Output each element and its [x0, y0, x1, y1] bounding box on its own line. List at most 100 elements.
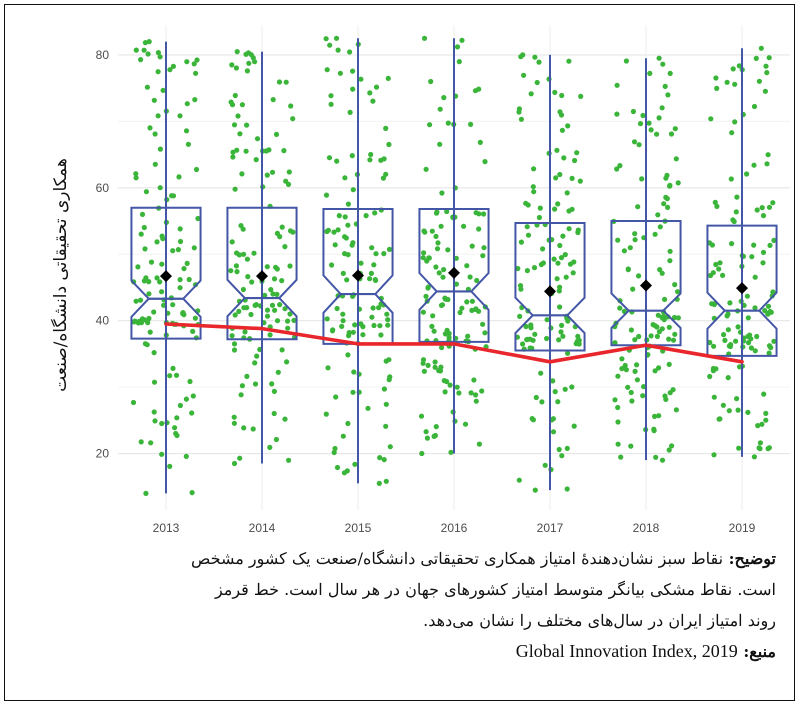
x-tick-label: 2013 — [153, 521, 180, 535]
data-point — [146, 279, 152, 285]
data-point — [190, 393, 196, 399]
data-point — [433, 233, 439, 239]
data-point — [761, 391, 767, 397]
data-point — [757, 440, 764, 446]
data-point — [183, 453, 189, 459]
data-point — [234, 147, 240, 153]
data-point — [707, 272, 714, 279]
data-point — [559, 322, 565, 328]
data-point — [142, 40, 148, 46]
data-point — [707, 339, 713, 346]
data-point — [275, 369, 281, 375]
data-point — [350, 389, 356, 395]
data-point — [709, 301, 715, 307]
data-point — [669, 443, 675, 449]
data-point — [331, 449, 337, 456]
data-point — [550, 429, 557, 435]
data-point — [524, 224, 530, 230]
data-point — [770, 200, 776, 206]
data-point — [654, 324, 660, 330]
data-point — [763, 417, 769, 423]
data-point — [730, 217, 736, 223]
y-tick-label: 80 — [96, 48, 110, 62]
data-point — [636, 333, 642, 340]
data-point — [714, 203, 720, 209]
data-point — [358, 260, 364, 266]
data-point — [617, 305, 623, 311]
data-point — [249, 279, 255, 285]
data-point — [562, 252, 568, 258]
data-point — [745, 409, 751, 415]
data-point — [268, 287, 274, 293]
data-point — [552, 389, 558, 395]
data-point — [242, 329, 248, 335]
data-point — [421, 228, 427, 234]
data-point — [350, 329, 356, 335]
mean-marker — [160, 270, 172, 283]
data-point — [636, 273, 642, 279]
data-point — [170, 302, 176, 308]
data-point — [640, 112, 646, 119]
data-point — [481, 211, 487, 217]
data-point — [476, 441, 482, 447]
data-point — [428, 78, 434, 85]
data-point — [567, 261, 574, 267]
data-point — [628, 443, 634, 449]
data-point — [167, 373, 173, 379]
data-point — [138, 439, 144, 445]
data-point — [612, 340, 618, 346]
data-point — [423, 166, 429, 172]
data-point — [751, 242, 757, 248]
data-point — [273, 264, 279, 270]
data-point — [369, 314, 375, 320]
figure-caption: توضیح: نقاط سبز نشان‌دهندهٔ امتیاز همکار… — [25, 543, 776, 667]
data-point — [161, 302, 167, 308]
data-point — [287, 311, 293, 317]
data-point — [564, 445, 570, 451]
data-point — [146, 315, 152, 322]
data-point — [667, 258, 673, 264]
data-point — [342, 214, 348, 220]
data-point — [141, 47, 147, 53]
data-point — [141, 278, 147, 284]
data-point — [291, 317, 297, 323]
data-point — [358, 76, 364, 82]
data-point — [564, 190, 570, 196]
data-point — [194, 57, 200, 63]
data-point — [143, 490, 149, 496]
data-point — [233, 65, 239, 71]
data-point — [431, 328, 437, 334]
data-point — [726, 408, 732, 414]
data-point — [530, 184, 536, 190]
data-point — [716, 266, 722, 272]
mean-marker — [544, 285, 556, 298]
data-point — [386, 377, 392, 383]
data-point — [324, 228, 330, 235]
data-point — [159, 420, 165, 427]
data-point — [559, 127, 566, 133]
data-point — [371, 322, 377, 329]
data-point — [383, 478, 389, 484]
data-point — [675, 289, 681, 295]
caption-source: منبع: Global Innovation Index, 2019 — [25, 636, 776, 667]
data-point — [665, 92, 671, 98]
data-point — [763, 410, 769, 416]
data-point — [629, 398, 635, 404]
data-point — [383, 401, 389, 407]
data-point — [630, 108, 637, 115]
data-point — [562, 386, 568, 392]
data-point — [729, 130, 735, 136]
data-point — [279, 347, 285, 353]
data-point — [631, 139, 638, 145]
y-tick-label: 20 — [96, 447, 110, 461]
data-point — [334, 158, 340, 164]
data-point — [532, 331, 538, 337]
data-point — [429, 228, 435, 234]
data-point — [634, 362, 640, 368]
data-point — [468, 121, 474, 127]
data-point — [664, 172, 670, 178]
boxplot-chart: 20 40 60 80 2013 2014 2015 2016 2017 2018 2019 — [96, 25, 790, 535]
data-point — [279, 278, 285, 284]
data-point — [151, 379, 158, 385]
data-point — [142, 246, 148, 252]
